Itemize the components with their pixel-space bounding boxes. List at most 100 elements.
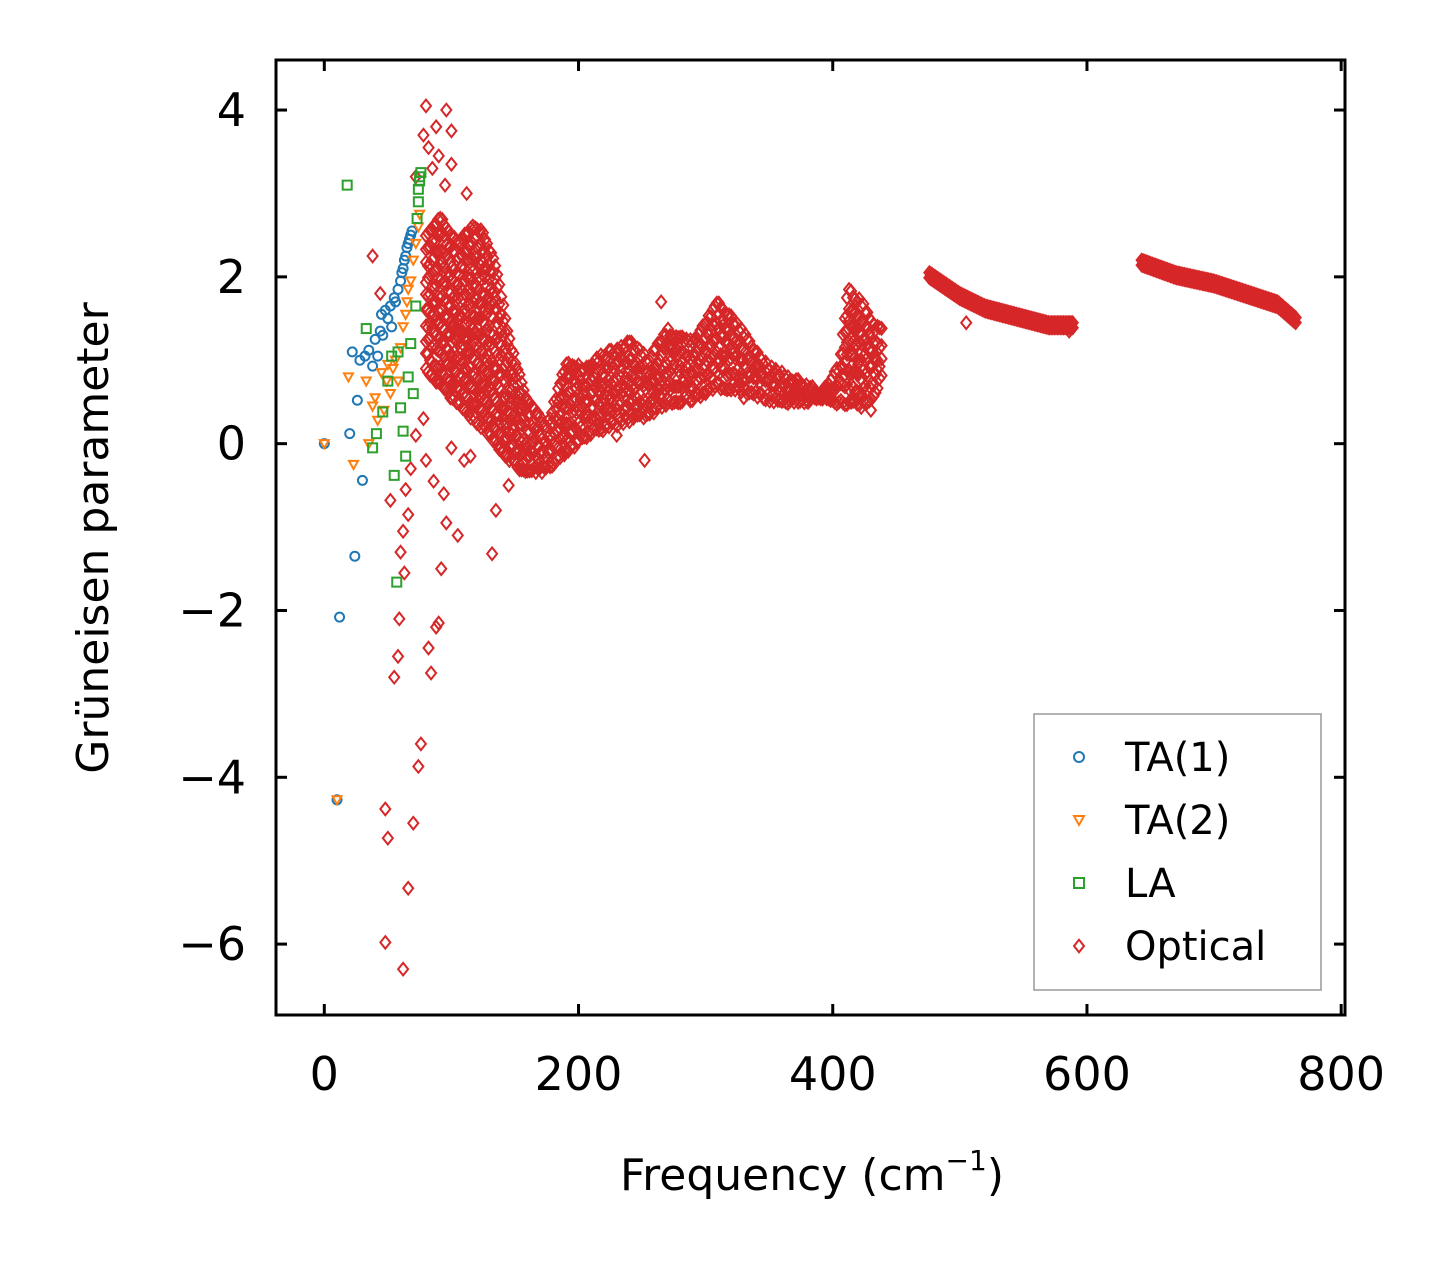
- optical-point: [444, 390, 457, 406]
- data-point: [411, 212, 423, 224]
- optical-point: [521, 463, 534, 479]
- optical-point: [553, 449, 567, 466]
- optical-point: [580, 429, 593, 446]
- optical-point: [621, 334, 634, 350]
- optical-point: [429, 374, 443, 391]
- optical-point: [511, 361, 524, 378]
- optical-point: [578, 429, 591, 445]
- optical-point: [654, 294, 668, 310]
- data-point: [400, 450, 412, 462]
- optical-point: [476, 410, 490, 427]
- optical-point: [545, 404, 559, 421]
- y-axis-label: Grüneisen parameter: [68, 301, 119, 773]
- optical-point: [708, 378, 722, 395]
- optical-point: [515, 374, 528, 391]
- data-point: [367, 360, 379, 372]
- optical-point: [424, 665, 438, 681]
- optical-point: [580, 359, 593, 375]
- optical-point: [480, 410, 494, 427]
- y-tick-label: −2: [178, 583, 246, 637]
- optical-point: [470, 310, 484, 327]
- optical-point: [432, 615, 445, 631]
- optical-point: [460, 345, 473, 361]
- optical-point: [531, 456, 545, 473]
- optical-point: [844, 302, 858, 319]
- data-point: [407, 388, 419, 400]
- optical-point: [830, 378, 844, 394]
- data-point: [366, 401, 379, 413]
- optical-point: [840, 376, 854, 393]
- y-tick-label: −4: [178, 750, 246, 804]
- y-tick-label: 0: [217, 417, 246, 471]
- optical-point: [842, 381, 856, 398]
- data-point: [372, 350, 384, 362]
- optical-point: [761, 387, 774, 403]
- y-tick-label: −6: [178, 917, 246, 971]
- data-point: [409, 238, 423, 251]
- optical-point: [489, 502, 503, 519]
- optical-point: [440, 326, 453, 343]
- optical-point: [391, 648, 405, 665]
- optical-point: [517, 382, 530, 399]
- optical-point: [694, 388, 707, 405]
- optical-point: [724, 308, 738, 324]
- data-point: [377, 406, 389, 418]
- optical-point: [474, 419, 488, 436]
- data-point: [349, 550, 361, 562]
- optical-point: [419, 452, 433, 469]
- legend-marker: [1072, 815, 1086, 828]
- data-point: [392, 346, 404, 358]
- optical-point: [464, 448, 477, 465]
- data-point: [330, 795, 344, 807]
- optical-point: [409, 427, 423, 444]
- optical-point: [517, 410, 530, 427]
- optical-point: [485, 545, 499, 562]
- data-point: [347, 459, 360, 472]
- data-point: [386, 364, 400, 376]
- optical-point: [871, 380, 884, 397]
- optical-point: [456, 304, 469, 321]
- data-point: [410, 300, 422, 312]
- optical-point: [496, 432, 510, 449]
- optical-point: [426, 160, 439, 177]
- optical-point: [875, 350, 888, 367]
- optical-point: [466, 396, 480, 413]
- optical-point: [406, 815, 420, 832]
- optical-point: [484, 245, 498, 261]
- optical-point: [417, 410, 430, 427]
- legend-marker: [1073, 751, 1085, 763]
- optical-point: [871, 352, 884, 369]
- data-point: [368, 393, 382, 405]
- optical-point: [710, 330, 724, 347]
- x-tick-label: 600: [1043, 1047, 1131, 1101]
- optical-point: [699, 385, 712, 402]
- data-point: [388, 469, 400, 481]
- optical-point: [480, 382, 494, 398]
- optical-point: [438, 177, 452, 193]
- optical-point: [432, 148, 445, 164]
- optical-point: [429, 118, 443, 135]
- optical-point: [673, 344, 687, 361]
- optical-point: [558, 416, 571, 433]
- optical-point: [959, 314, 973, 331]
- data-point: [342, 372, 355, 384]
- optical-point: [478, 317, 492, 333]
- optical-point: [521, 448, 534, 465]
- data-point: [397, 425, 409, 437]
- optical-point: [716, 348, 730, 364]
- data-point: [412, 222, 425, 234]
- data-point: [415, 167, 427, 179]
- optical-point: [513, 366, 526, 383]
- data-point: [370, 428, 382, 440]
- data-point: [377, 329, 389, 341]
- y-tick-label: 2: [217, 250, 246, 304]
- x-tick-label: 200: [535, 1047, 623, 1101]
- data-point: [412, 196, 424, 208]
- optical-point: [501, 323, 514, 339]
- optical-point: [631, 407, 644, 423]
- optical-point: [864, 402, 878, 419]
- optical-point: [641, 406, 654, 422]
- optical-point: [606, 385, 620, 401]
- optical-point: [801, 394, 814, 410]
- optical-point: [427, 473, 440, 490]
